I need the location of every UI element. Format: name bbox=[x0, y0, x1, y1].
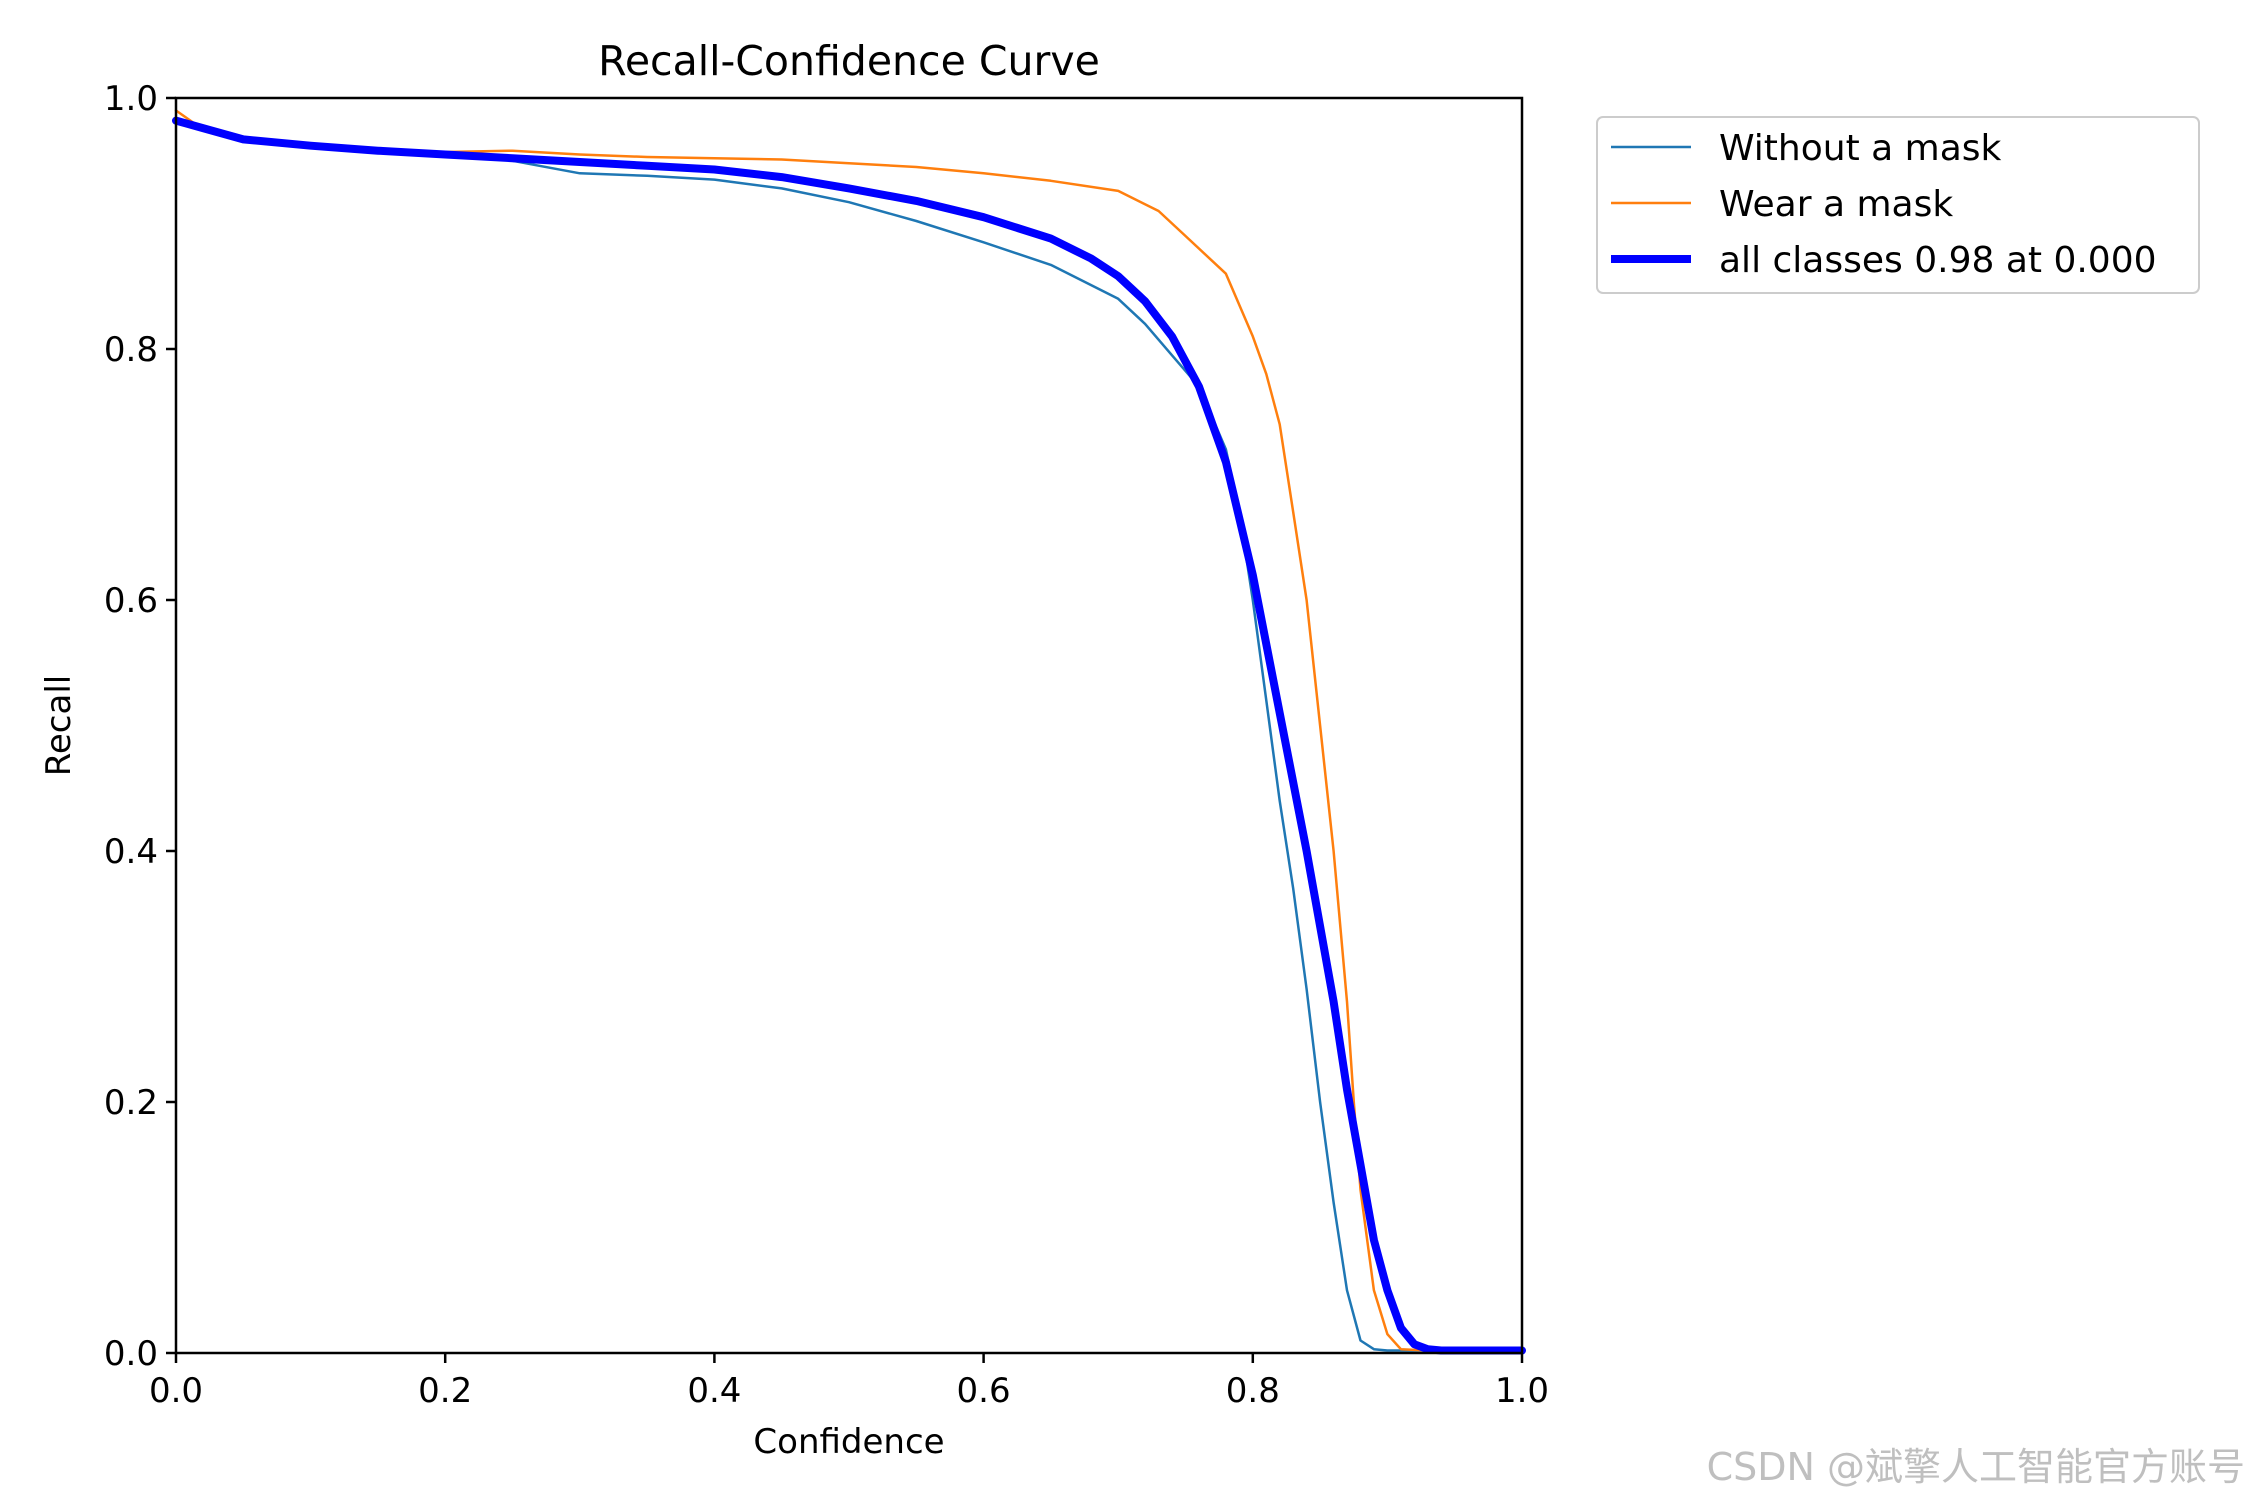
y-tick-label: 0.6 bbox=[104, 581, 158, 621]
legend: Without a mask Wear a mask all classes 0.9… bbox=[1596, 116, 2200, 294]
y-axis-label: Recall bbox=[39, 675, 79, 776]
x-tick-label: 0.2 bbox=[418, 1371, 472, 1411]
legend-label: Without a mask bbox=[1719, 128, 2002, 169]
y-tick-label: 0.8 bbox=[104, 330, 158, 370]
x-axis-label: Confidence bbox=[753, 1422, 944, 1462]
watermark: CSDN @斌擎人工智能官方账号 bbox=[1707, 1445, 2245, 1489]
chart-title: Recall-Confidence Curve bbox=[598, 37, 1100, 85]
y-tick-label: 0.4 bbox=[104, 832, 158, 872]
y-tick-label: 0.2 bbox=[104, 1083, 158, 1123]
plot-lines bbox=[172, 109, 1526, 1355]
x-tick-label: 1.0 bbox=[1495, 1371, 1549, 1411]
y-axis-ticks: 0.0 0.2 0.4 0.6 0.8 1.0 bbox=[104, 79, 176, 1374]
plot-frame bbox=[174, 96, 1524, 1355]
series-line-3 bbox=[172, 116, 1526, 1355]
x-tick-label: 0.4 bbox=[687, 1371, 741, 1411]
x-axis-ticks: 0.0 0.2 0.4 0.6 0.8 1.0 bbox=[149, 1353, 1549, 1411]
x-tick-label: 0.0 bbox=[149, 1371, 203, 1411]
y-tick-label: 1.0 bbox=[104, 79, 158, 119]
x-tick-label: 0.8 bbox=[1226, 1371, 1280, 1411]
legend-label: all classes 0.98 at 0.000 bbox=[1719, 240, 2157, 281]
legend-label: Wear a mask bbox=[1719, 184, 1953, 225]
x-tick-label: 0.6 bbox=[957, 1371, 1011, 1411]
y-tick-label: 0.0 bbox=[104, 1334, 158, 1374]
legend-box bbox=[1596, 116, 2200, 294]
